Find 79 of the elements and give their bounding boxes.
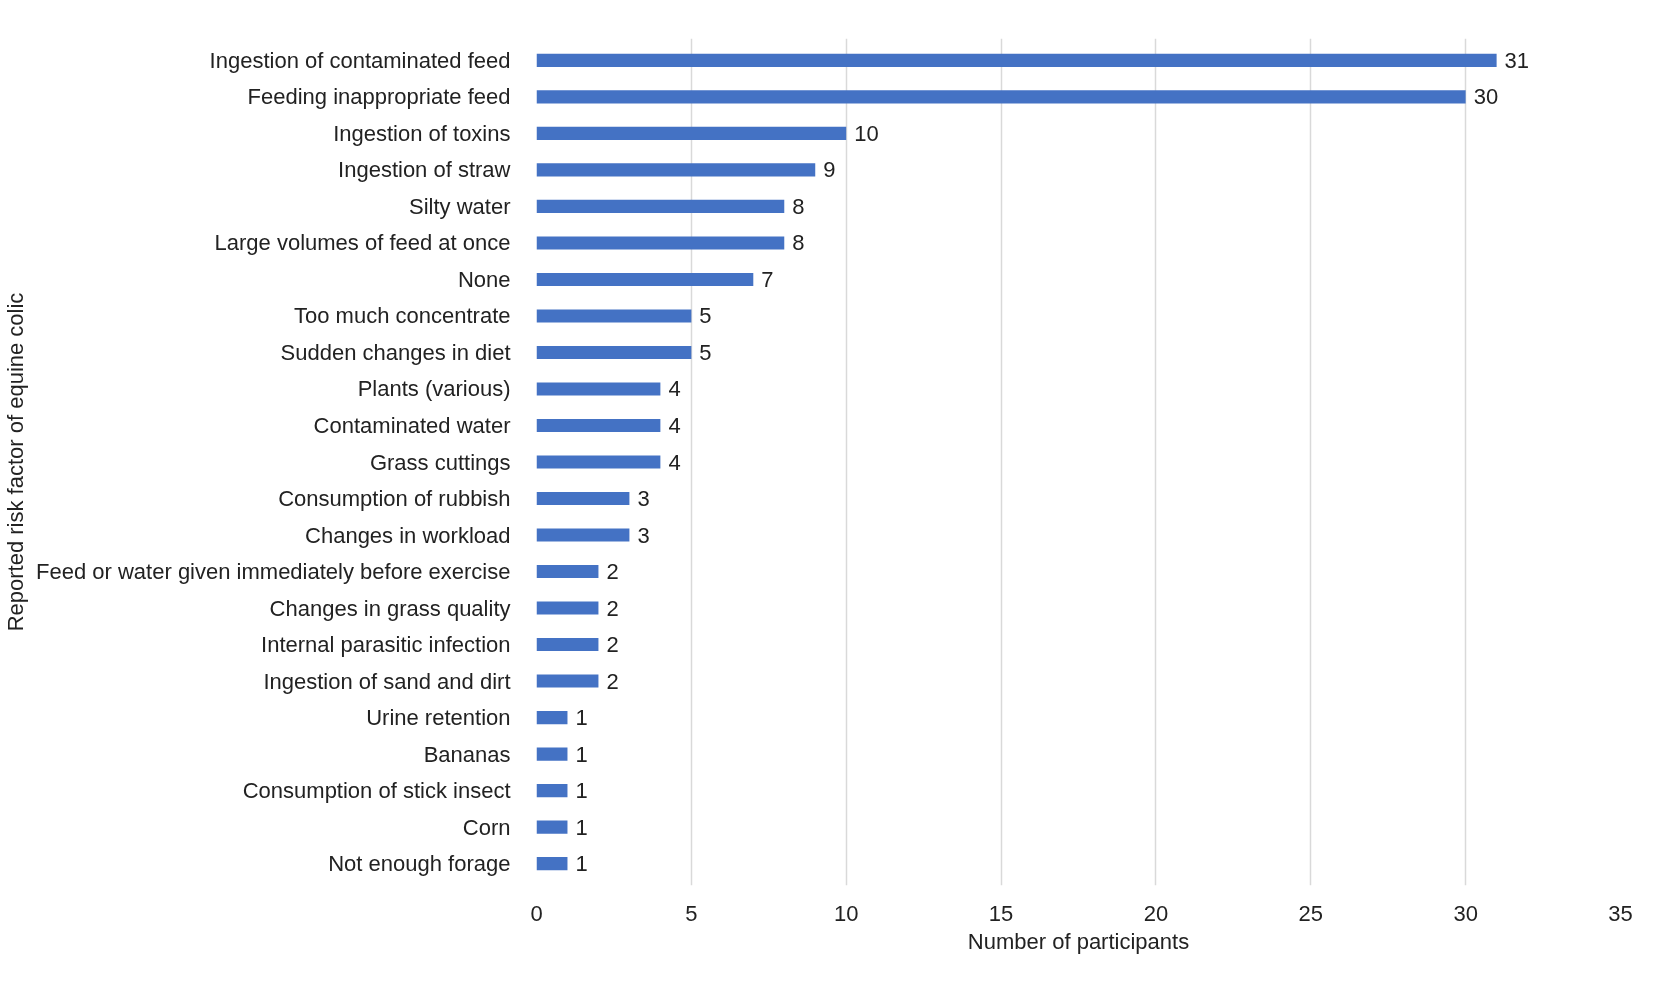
y-tick-label: Ingestion of contaminated feed bbox=[209, 47, 511, 73]
y-tick-label: Feeding inappropriate feed bbox=[247, 84, 511, 110]
data-label: 3 bbox=[637, 486, 650, 512]
data-label: 9 bbox=[823, 157, 836, 183]
y-tick-label: Silty water bbox=[409, 193, 511, 219]
bar bbox=[536, 674, 599, 688]
x-tick-label: 25 bbox=[1298, 900, 1324, 926]
x-tick-label: 15 bbox=[988, 900, 1014, 926]
data-label: 2 bbox=[606, 559, 619, 585]
bar bbox=[536, 820, 568, 834]
bar bbox=[536, 747, 568, 761]
bar bbox=[536, 455, 661, 469]
data-label: 10 bbox=[854, 120, 879, 146]
y-tick-label: Plants (various) bbox=[357, 376, 511, 402]
y-tick-label: Ingestion of straw bbox=[338, 157, 511, 183]
data-label: 1 bbox=[575, 778, 588, 804]
y-tick-label: Consumption of rubbish bbox=[278, 486, 511, 512]
bar bbox=[536, 345, 692, 360]
data-label: 8 bbox=[792, 230, 805, 256]
bar bbox=[536, 309, 692, 323]
data-label: 2 bbox=[606, 632, 619, 658]
data-label: 31 bbox=[1504, 47, 1530, 73]
bar bbox=[536, 382, 661, 396]
y-tick-label: Feed or water given immediately before exercise bbox=[36, 559, 511, 585]
bar bbox=[536, 90, 1466, 104]
bar bbox=[536, 710, 568, 725]
data-label: 4 bbox=[668, 412, 681, 438]
x-tick-label: 35 bbox=[1608, 900, 1633, 926]
y-tick-label: Contaminated water bbox=[313, 412, 511, 438]
y-tick-label: Changes in grass quality bbox=[269, 595, 511, 621]
bar bbox=[536, 163, 816, 177]
bar bbox=[536, 126, 847, 140]
data-label: 3 bbox=[637, 522, 650, 548]
data-label: 1 bbox=[575, 705, 588, 731]
data-label: 1 bbox=[575, 741, 588, 767]
y-tick-label: Consumption of stick insect bbox=[242, 778, 511, 804]
y-tick-label: Internal parasitic infection bbox=[261, 632, 511, 658]
y-tick-label: None bbox=[457, 266, 511, 292]
data-label: 7 bbox=[761, 266, 774, 292]
y-tick-label: Corn bbox=[462, 814, 511, 840]
y-tick-label: Sudden changes in diet bbox=[280, 339, 511, 365]
bar bbox=[536, 53, 1497, 67]
bar bbox=[536, 637, 599, 652]
bar bbox=[536, 236, 785, 250]
data-label: 8 bbox=[792, 193, 805, 219]
data-label: 5 bbox=[699, 339, 712, 365]
bar bbox=[536, 857, 568, 871]
x-tick-label: 10 bbox=[833, 900, 859, 926]
x-tick-label: 30 bbox=[1453, 900, 1478, 926]
data-label: 30 bbox=[1473, 84, 1499, 110]
y-tick-label: Ingestion of sand and dirt bbox=[263, 668, 511, 694]
y-tick-label: Bananas bbox=[423, 741, 511, 767]
x-tick-label: 20 bbox=[1143, 900, 1169, 926]
x-tick-label: 5 bbox=[685, 900, 698, 926]
data-label: 2 bbox=[606, 668, 619, 694]
bar bbox=[536, 491, 630, 506]
bar bbox=[536, 784, 568, 798]
y-tick-label: Not enough forage bbox=[328, 851, 511, 877]
data-label: 2 bbox=[606, 595, 619, 621]
data-label: 4 bbox=[668, 449, 681, 475]
x-tick-label: 0 bbox=[530, 900, 543, 926]
data-label: 1 bbox=[575, 814, 588, 840]
data-label: 4 bbox=[668, 376, 681, 402]
y-tick-label: Large volumes of feed at once bbox=[214, 230, 511, 256]
bar bbox=[536, 564, 599, 579]
x-axis-title: Number of participants bbox=[967, 928, 1190, 954]
y-tick-label: Changes in workload bbox=[305, 522, 511, 548]
bar bbox=[536, 601, 599, 615]
data-label: 5 bbox=[699, 303, 712, 329]
y-tick-label: Grass cuttings bbox=[369, 449, 511, 475]
data-label: 1 bbox=[575, 851, 588, 877]
bar bbox=[536, 199, 785, 214]
y-axis-title: Reported risk factor of equine colic bbox=[3, 292, 29, 632]
y-tick-label: Urine retention bbox=[366, 705, 511, 731]
bar bbox=[536, 418, 661, 433]
y-tick-label: Too much concentrate bbox=[294, 303, 511, 329]
bar bbox=[536, 272, 754, 287]
y-tick-label: Ingestion of toxins bbox=[333, 120, 511, 146]
bar bbox=[536, 528, 630, 542]
